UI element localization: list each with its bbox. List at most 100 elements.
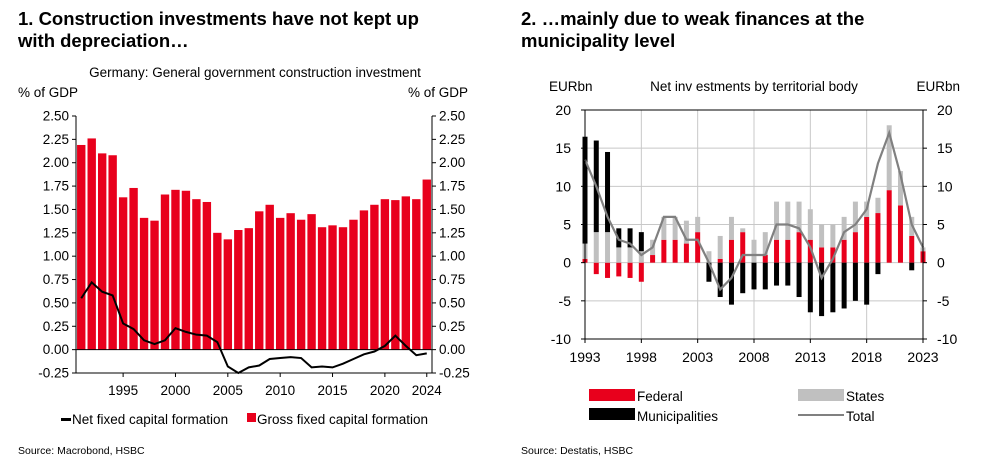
federal-bar-2012 (796, 232, 802, 263)
federal-bar-2019 (875, 213, 881, 263)
states-bar-2019 (875, 197, 881, 214)
chart2-chart-title: Net inv estments by territorial body (650, 79, 858, 94)
legend-municipalities-label: Municipalities (637, 409, 718, 424)
chart2-ytick-right-label: 20 (937, 102, 953, 118)
gross-bar-1994 (108, 155, 117, 350)
chart1-xtick-label: 2010 (265, 383, 295, 398)
federal-bar-2009 (762, 255, 768, 263)
states-bar-2015 (830, 224, 836, 248)
states-bar-2009 (762, 232, 768, 256)
chart2-xtick-label: 2018 (851, 349, 882, 365)
chart2-ytick-left-label: -10 (551, 331, 571, 347)
gross-bar-1992 (87, 138, 96, 350)
chart2-panel-title: 2. …mainly due to weak finances at the m… (521, 8, 864, 52)
states-bar-2021 (897, 171, 903, 206)
chart1-source: Source: Macrobond, HSBC (18, 445, 145, 457)
chart1-xtick-label: 2024 (412, 383, 443, 398)
municipalities-bar-2007 (740, 262, 746, 294)
gross-bar-2007 (244, 228, 253, 350)
gross-bar-2024 (422, 179, 431, 350)
gross-bar-2020 (380, 199, 390, 350)
chart1-ytick-left-label: 2.50 (43, 109, 69, 124)
federal-bar-2006 (728, 239, 734, 263)
chart1-xtick-label: 1995 (108, 383, 138, 398)
chart1-ytick-left-label: 2.00 (43, 155, 69, 170)
gross-bar-1997 (139, 217, 149, 350)
chart1-xtick-label: 2020 (370, 383, 400, 398)
chart2-ylabel-left: EURbn (549, 79, 593, 94)
states-bar-2001 (672, 216, 678, 240)
gross-bar-2015 (328, 225, 337, 350)
federal-bar-2000 (661, 239, 667, 263)
chart1-ytick-right-label: 2.00 (439, 155, 465, 170)
chart1-ytick-right-label: 0.25 (439, 319, 465, 334)
federal-bar-2014 (819, 247, 825, 263)
chart1-panel-title: 1. Construction investments have not kep… (18, 8, 419, 52)
net-fixed-capital-line (80, 280, 427, 375)
federal-bar-1999 (650, 255, 656, 263)
states-bar-2012 (796, 201, 802, 233)
federal-bar-2010 (774, 239, 780, 263)
federal-bar-1998 (638, 262, 644, 282)
gross-bar-2014 (317, 227, 327, 350)
municipalities-bar-2011 (785, 262, 791, 286)
chart2-ytick-right-label: 10 (937, 178, 953, 194)
gross-bar-2008 (255, 211, 264, 350)
federal-bar-2017 (852, 232, 858, 263)
chart1-ytick-left-label: 2.25 (43, 132, 69, 147)
chart1-ytick-right-label: 0.00 (439, 342, 465, 357)
chart2-legend: Federal States Municipalities Total (589, 389, 885, 424)
federal-bar-2007 (740, 232, 746, 263)
legend-municipalities-swatch (589, 408, 635, 420)
federal-bar-2003 (695, 232, 701, 263)
legend-federal-swatch (589, 389, 635, 401)
chart1-ytick-right-label: 1.25 (439, 225, 465, 240)
chart2-ytick-right-label: 5 (937, 217, 945, 233)
gross-bar-2011 (286, 213, 295, 350)
municipalities-bar-2005 (717, 262, 723, 298)
municipalities-bar-1995 (605, 151, 611, 233)
chart1-plot-area: 2.50 2.50 2.25 2.25 2.00 2.00 1.75 1.75 1.50 1.50… (38, 109, 470, 399)
chart1-ytick-right-label: 1.00 (439, 249, 465, 264)
gross-bar-2012 (296, 219, 306, 350)
chart1-ytick-right-label: 0.75 (439, 272, 465, 287)
chart1-ytick-right-label: 2.50 (439, 109, 465, 124)
legend-gross-swatch (247, 413, 256, 422)
states-bar-2017 (852, 201, 858, 233)
gross-bar-1991 (77, 144, 86, 350)
chart1-ytick-left-label: 1.50 (43, 202, 69, 217)
municipalities-bar-2022 (909, 262, 915, 271)
municipalities-bar-2009 (762, 262, 768, 290)
legend-net-label: Net fixed capital formation (72, 412, 228, 427)
municipalities-bar-2012 (796, 262, 802, 298)
municipalities-bar-2019 (875, 262, 881, 275)
municipalities-bar-2004 (706, 262, 712, 282)
chart2-plot-area: 20 20 15 15 10 10 5 5 0 0 -5 -5 -10 -10 1993 1998 2003 20… (551, 102, 958, 365)
municipalities-bar-2010 (774, 262, 780, 286)
chart2-xtick-label: 2003 (682, 349, 713, 365)
states-bar-1995 (605, 232, 611, 263)
gross-bar-2004 (213, 232, 222, 350)
states-bar-2014 (819, 224, 825, 248)
chart1-ytick-left-label: -0.25 (38, 366, 69, 381)
chart1-title-line2: with depreciation… (18, 30, 189, 51)
federal-bar-2001 (672, 239, 678, 263)
states-bar-1996 (616, 247, 622, 263)
chart2-ylabel-right: EURbn (916, 79, 960, 94)
federal-bar-2021 (897, 205, 903, 263)
legend-states-label: States (846, 389, 885, 404)
chart1-ytick-left-label: 0.50 (43, 295, 69, 310)
states-bar-2002 (683, 220, 689, 244)
gross-bar-2006 (234, 230, 243, 350)
legend-total-label: Total (846, 409, 875, 424)
legend-federal-label: Federal (637, 389, 683, 404)
chart2-ytick-left-label: 10 (555, 178, 571, 194)
states-bar-1998 (638, 251, 644, 263)
municipalities-bar-2006 (728, 262, 734, 305)
gross-bar-2013 (307, 214, 316, 350)
chart2-source: Source: Destatis, HSBC (521, 445, 634, 457)
states-bar-2011 (785, 201, 791, 240)
gross-bar-1999 (160, 194, 170, 350)
chart1-ytick-right-label: 2.25 (439, 132, 465, 147)
gross-bar-2023 (412, 199, 421, 350)
